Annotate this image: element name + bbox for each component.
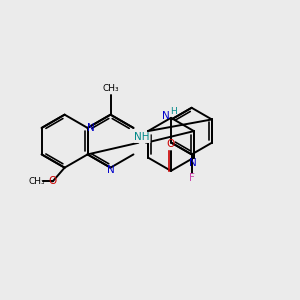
Text: F: F <box>189 173 195 183</box>
Text: N: N <box>106 165 114 175</box>
Text: N: N <box>87 123 95 133</box>
Text: N: N <box>162 111 170 122</box>
Text: NH: NH <box>134 133 150 142</box>
Text: O: O <box>49 176 57 186</box>
Text: N: N <box>189 158 196 168</box>
Text: CH₃: CH₃ <box>28 177 45 186</box>
Text: CH₃: CH₃ <box>102 84 119 93</box>
Text: O: O <box>167 140 175 149</box>
Text: H: H <box>171 107 177 116</box>
